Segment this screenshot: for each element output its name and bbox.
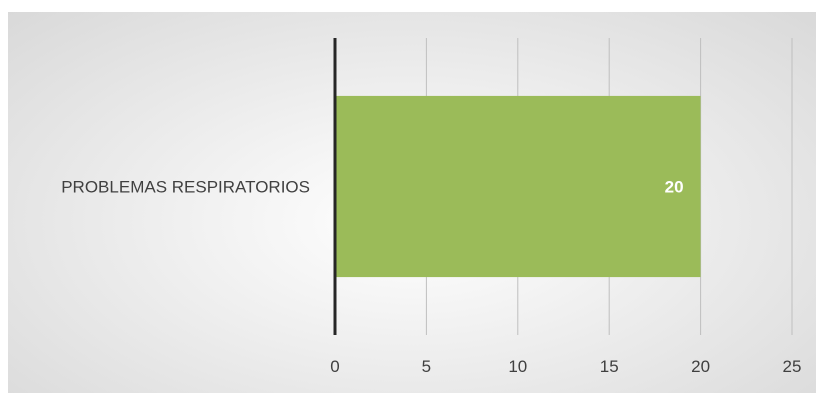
y-axis-category-labels: PROBLEMAS RESPIRATORIOS	[61, 178, 310, 197]
data-labels: 20	[665, 178, 684, 197]
x-tick-label-5: 5	[422, 357, 431, 376]
x-tick-label-20: 20	[691, 357, 710, 376]
bar-0	[335, 95, 701, 278]
x-tick-label-0: 0	[330, 357, 339, 376]
bars	[335, 95, 701, 278]
x-tick-label-25: 25	[783, 357, 802, 376]
data-label-0: 20	[665, 178, 684, 197]
x-axis-tick-labels: 0 5 10 15 20 25	[330, 357, 801, 376]
category-label-0: PROBLEMAS RESPIRATORIOS	[61, 178, 310, 197]
x-tick-label-10: 10	[508, 357, 527, 376]
x-tick-label-15: 15	[600, 357, 619, 376]
